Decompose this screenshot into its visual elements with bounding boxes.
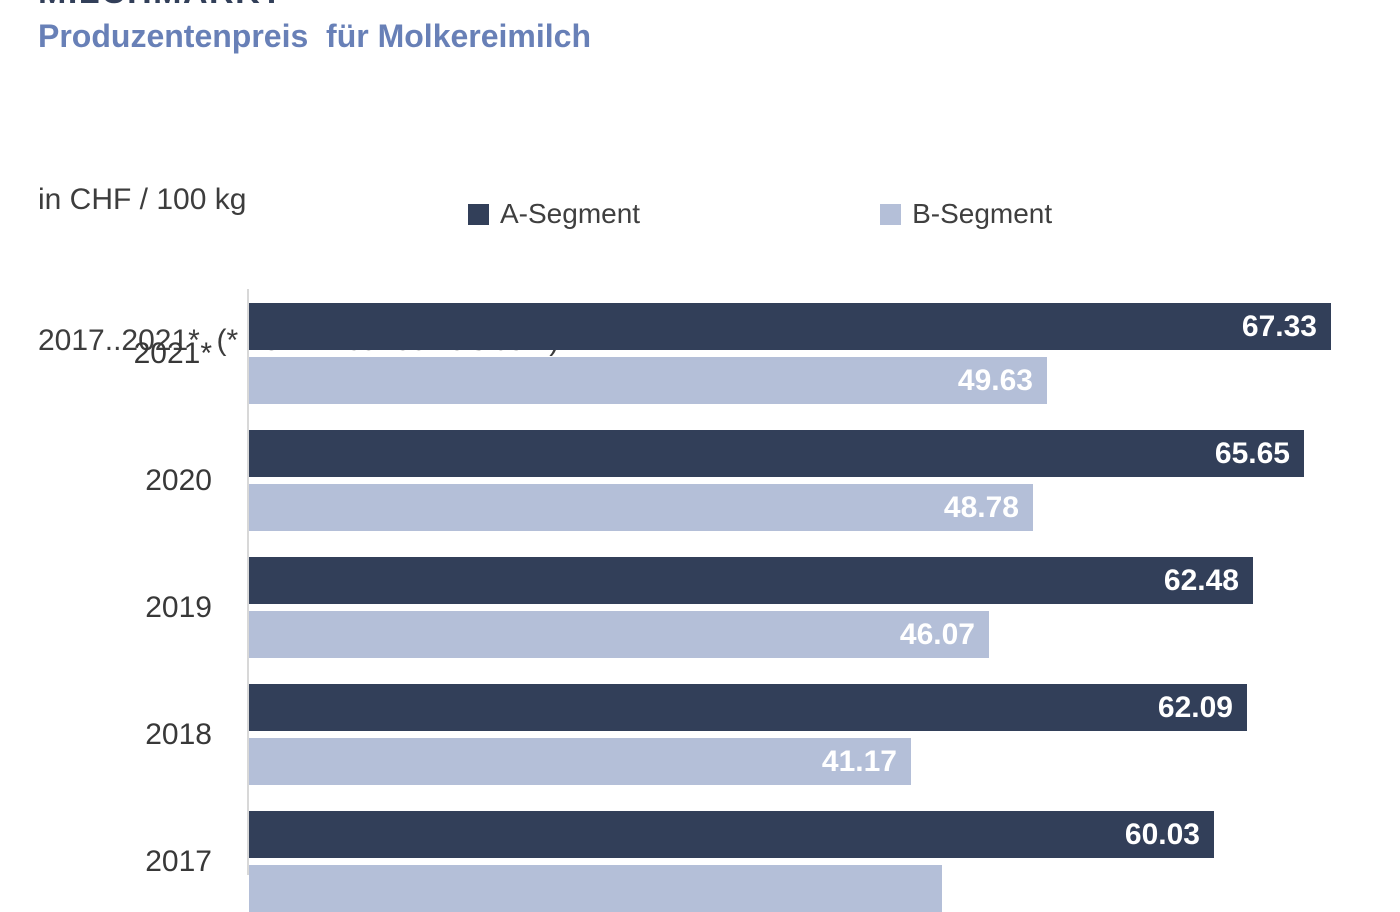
bar-a-segment: 62.48 — [249, 557, 1253, 604]
bar-a-segment: 67.33 — [249, 303, 1331, 350]
page-title: MILCHMARKT — [38, 0, 738, 12]
bar-b-segment: 41.17 — [249, 738, 911, 785]
page-title-clipped: MILCHMARKT — [38, 0, 738, 13]
legend-label-b-segment: B-Segment — [912, 198, 1053, 229]
bar-chart: 2021* 67.33 49.63 2020 65.65 48.78 2019 62.48 46… — [133, 289, 1331, 912]
bar-value-label: 60.03 — [1124, 817, 1200, 851]
category-label: 2019 — [145, 591, 212, 624]
bar-value-label: 49.63 — [957, 363, 1033, 397]
bar-value-label: 62.48 — [1163, 563, 1239, 597]
b-segment-swatch — [880, 203, 902, 225]
unit-label: in CHF / 100 kg — [38, 183, 247, 216]
category-label: 2021* — [133, 337, 212, 370]
bar-value-label: 65.65 — [1214, 436, 1290, 470]
legend-item-b-segment: B-Segment — [880, 198, 1052, 230]
chart-legend: A-Segment B-Segment — [468, 198, 1052, 230]
y-axis-line — [247, 289, 249, 875]
milk-market-report-page: MILCHMARKT Produzentenpreis für Molkerei… — [38, 0, 1331, 912]
category-label: 2017 — [145, 845, 212, 878]
bar-b-segment: 49.63 — [249, 357, 1047, 404]
category-label: 2018 — [145, 718, 212, 751]
legend-item-a-segment: A-Segment — [468, 198, 640, 230]
bar-a-segment: 60.03 — [249, 811, 1214, 858]
bar-value-label: 41.17 — [821, 744, 897, 778]
bar-a-segment: 65.65 — [249, 430, 1304, 477]
bar-b-segment: 48.78 — [249, 484, 1033, 531]
bar-value-label: 62.09 — [1157, 690, 1233, 724]
category-label: 2020 — [145, 464, 212, 497]
bar-value-label: 67.33 — [1241, 309, 1317, 343]
bar-b-segment — [249, 865, 942, 912]
bar-a-segment: 62.09 — [249, 684, 1247, 731]
legend-label-a-segment: A-Segment — [500, 198, 641, 229]
bar-b-segment: 46.07 — [249, 611, 989, 658]
bar-value-label: 48.78 — [943, 490, 1019, 524]
a-segment-swatch — [468, 203, 489, 225]
chart-subtitle: Produzentenpreis für Molkereimilch — [38, 18, 591, 54]
bar-value-label: 46.07 — [899, 617, 975, 651]
